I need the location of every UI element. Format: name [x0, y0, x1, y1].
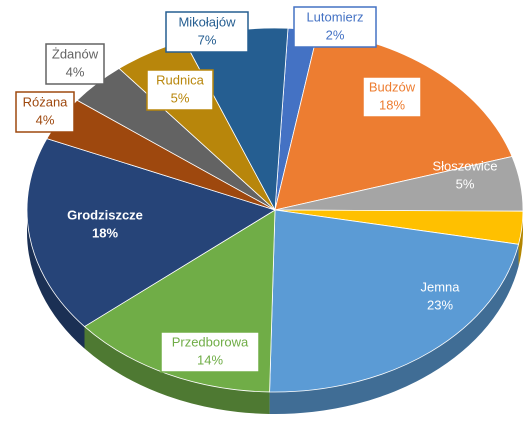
value-label: 4%: [66, 64, 85, 79]
value-label: 23%: [427, 297, 453, 312]
label-box: [362, 76, 422, 118]
slice-side: [27, 210, 85, 349]
label-box: [45, 43, 105, 85]
value-label: 4%: [36, 112, 55, 127]
value-label: 18%: [379, 97, 405, 112]
label-box: [15, 91, 75, 133]
slice-side: [518, 211, 523, 267]
label-box: [160, 331, 260, 373]
slice: [269, 209, 520, 393]
category-label: Budzów: [369, 79, 416, 94]
category-label: Grodziszcze: [67, 207, 143, 222]
value-label: 14%: [197, 352, 223, 367]
category-label: Jemna: [420, 279, 460, 294]
category-label: Mikołajów: [178, 14, 236, 29]
label-box: [293, 6, 377, 48]
label-box: [146, 69, 214, 111]
category-label: Rudnica: [156, 72, 204, 87]
value-label: 7%: [198, 32, 217, 47]
category-label: Przedborowa: [172, 334, 249, 349]
slice: [26, 138, 276, 328]
category-label: Żdanów: [52, 46, 99, 61]
slice-side: [269, 244, 519, 414]
category-label: Słoszowice: [432, 158, 497, 173]
value-label: 18%: [92, 225, 118, 240]
value-label: 2%: [326, 27, 345, 42]
value-label: 5%: [456, 176, 475, 191]
category-label: Lutomierz: [306, 9, 363, 24]
label-box: [165, 11, 249, 53]
value-label: 5%: [171, 90, 190, 105]
slice-side: [84, 326, 270, 414]
category-label: Różana: [23, 94, 69, 109]
